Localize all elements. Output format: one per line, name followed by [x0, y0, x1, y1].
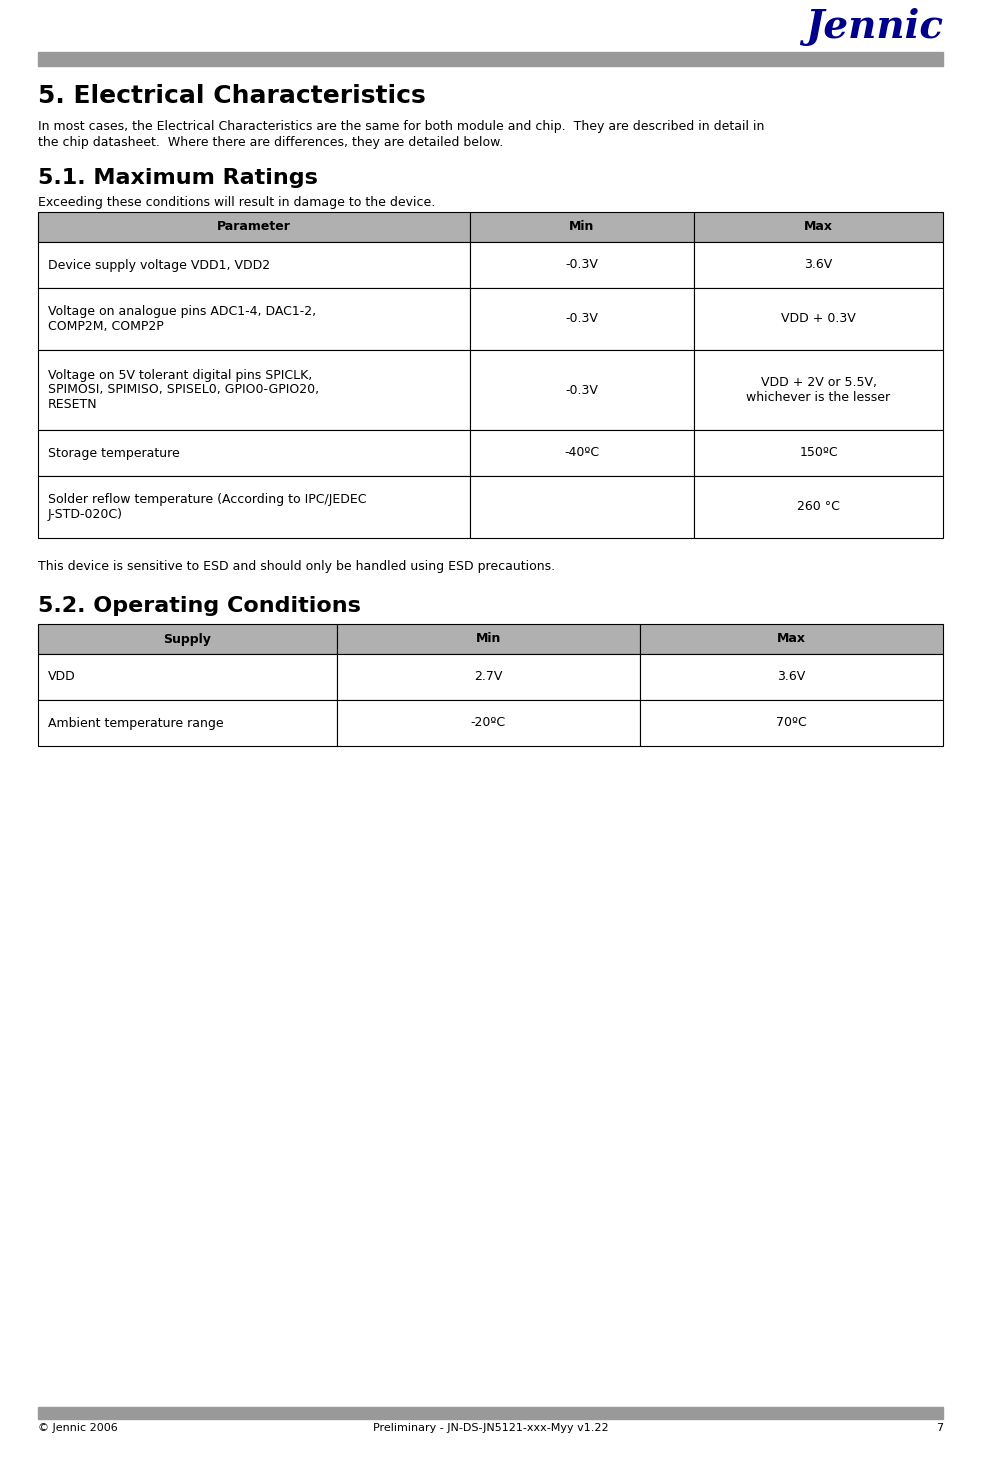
Text: Parameter: Parameter	[217, 221, 290, 234]
Text: © Jennic 2006: © Jennic 2006	[38, 1423, 118, 1433]
Bar	[695, 243, 943, 288]
Bar	[470, 430, 695, 476]
Text: Min: Min	[476, 633, 501, 646]
Bar	[38, 53, 943, 66]
Bar	[38, 700, 336, 747]
Text: This device is sensitive to ESD and should only be handled using ESD precautions: This device is sensitive to ESD and shou…	[38, 560, 555, 573]
Text: the chip datasheet.  Where there are differences, they are detailed below.: the chip datasheet. Where there are diff…	[38, 136, 503, 149]
Text: VDD + 0.3V: VDD + 0.3V	[781, 313, 856, 326]
Text: Voltage on 5V tolerant digital pins SPICLK,
SPIMOSI, SPIMISO, SPISEL0, GPIO0-GPI: Voltage on 5V tolerant digital pins SPIC…	[48, 368, 319, 412]
Bar	[470, 288, 695, 351]
Bar	[470, 243, 695, 288]
Text: 5. Electrical Characteristics: 5. Electrical Characteristics	[38, 83, 426, 108]
Text: Storage temperature: Storage temperature	[48, 447, 180, 460]
Text: 260 °C: 260 °C	[798, 501, 840, 513]
Bar	[38, 351, 470, 430]
Text: VDD + 2V or 5.5V,
whichever is the lesser: VDD + 2V or 5.5V, whichever is the lesse…	[747, 375, 891, 405]
Bar	[38, 430, 470, 476]
Bar	[695, 212, 943, 243]
Text: 2.7V: 2.7V	[474, 671, 502, 684]
Bar	[695, 288, 943, 351]
Bar	[38, 1407, 943, 1419]
Text: Supply: Supply	[164, 633, 211, 646]
Bar	[695, 351, 943, 430]
Text: Preliminary - JN-DS-JN5121-xxx-Myy v1.22: Preliminary - JN-DS-JN5121-xxx-Myy v1.22	[373, 1423, 608, 1433]
Text: Min: Min	[569, 221, 594, 234]
Text: 7: 7	[936, 1423, 943, 1433]
Bar	[470, 212, 695, 243]
Text: -0.3V: -0.3V	[565, 383, 598, 396]
Text: Device supply voltage VDD1, VDD2: Device supply voltage VDD1, VDD2	[48, 259, 270, 272]
Text: 150ºC: 150ºC	[800, 447, 838, 460]
Text: Ambient temperature range: Ambient temperature range	[48, 716, 224, 729]
Text: Max: Max	[804, 221, 833, 234]
Text: VDD: VDD	[48, 671, 76, 684]
Text: 70ºC: 70ºC	[776, 716, 806, 729]
Text: 5.1. Maximum Ratings: 5.1. Maximum Ratings	[38, 168, 318, 188]
Text: Solder reflow temperature (According to IPC/JEDEC
J-STD-020C): Solder reflow temperature (According to …	[48, 492, 367, 522]
Bar	[640, 655, 943, 700]
Text: In most cases, the Electrical Characteristics are the same for both module and c: In most cases, the Electrical Characteri…	[38, 120, 764, 133]
Text: -40ºC: -40ºC	[564, 447, 599, 460]
Bar	[470, 476, 695, 538]
Text: -0.3V: -0.3V	[565, 259, 598, 272]
Text: -20ºC: -20ºC	[471, 716, 506, 729]
Text: 3.6V: 3.6V	[777, 671, 805, 684]
Bar	[38, 212, 470, 243]
Text: Jennic: Jennic	[805, 7, 943, 45]
Bar	[336, 624, 640, 655]
Bar	[38, 655, 336, 700]
Text: Voltage on analogue pins ADC1-4, DAC1-2,
COMP2M, COMP2P: Voltage on analogue pins ADC1-4, DAC1-2,…	[48, 305, 316, 333]
Bar	[695, 476, 943, 538]
Text: 5.2. Operating Conditions: 5.2. Operating Conditions	[38, 596, 361, 617]
Bar	[38, 624, 336, 655]
Text: 3.6V: 3.6V	[804, 259, 833, 272]
Bar	[38, 288, 470, 351]
Bar	[336, 655, 640, 700]
Bar	[336, 700, 640, 747]
Bar	[695, 430, 943, 476]
Bar	[470, 351, 695, 430]
Bar	[38, 476, 470, 538]
Bar	[38, 243, 470, 288]
Bar	[640, 700, 943, 747]
Bar	[640, 624, 943, 655]
Text: Exceeding these conditions will result in damage to the device.: Exceeding these conditions will result i…	[38, 196, 436, 209]
Text: Max: Max	[777, 633, 806, 646]
Text: -0.3V: -0.3V	[565, 313, 598, 326]
